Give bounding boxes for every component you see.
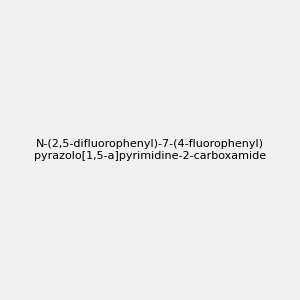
Text: N-(2,5-difluorophenyl)-7-(4-fluorophenyl)
pyrazolo[1,5-a]pyrimidine-2-carboxamid: N-(2,5-difluorophenyl)-7-(4-fluorophenyl… <box>34 139 266 161</box>
